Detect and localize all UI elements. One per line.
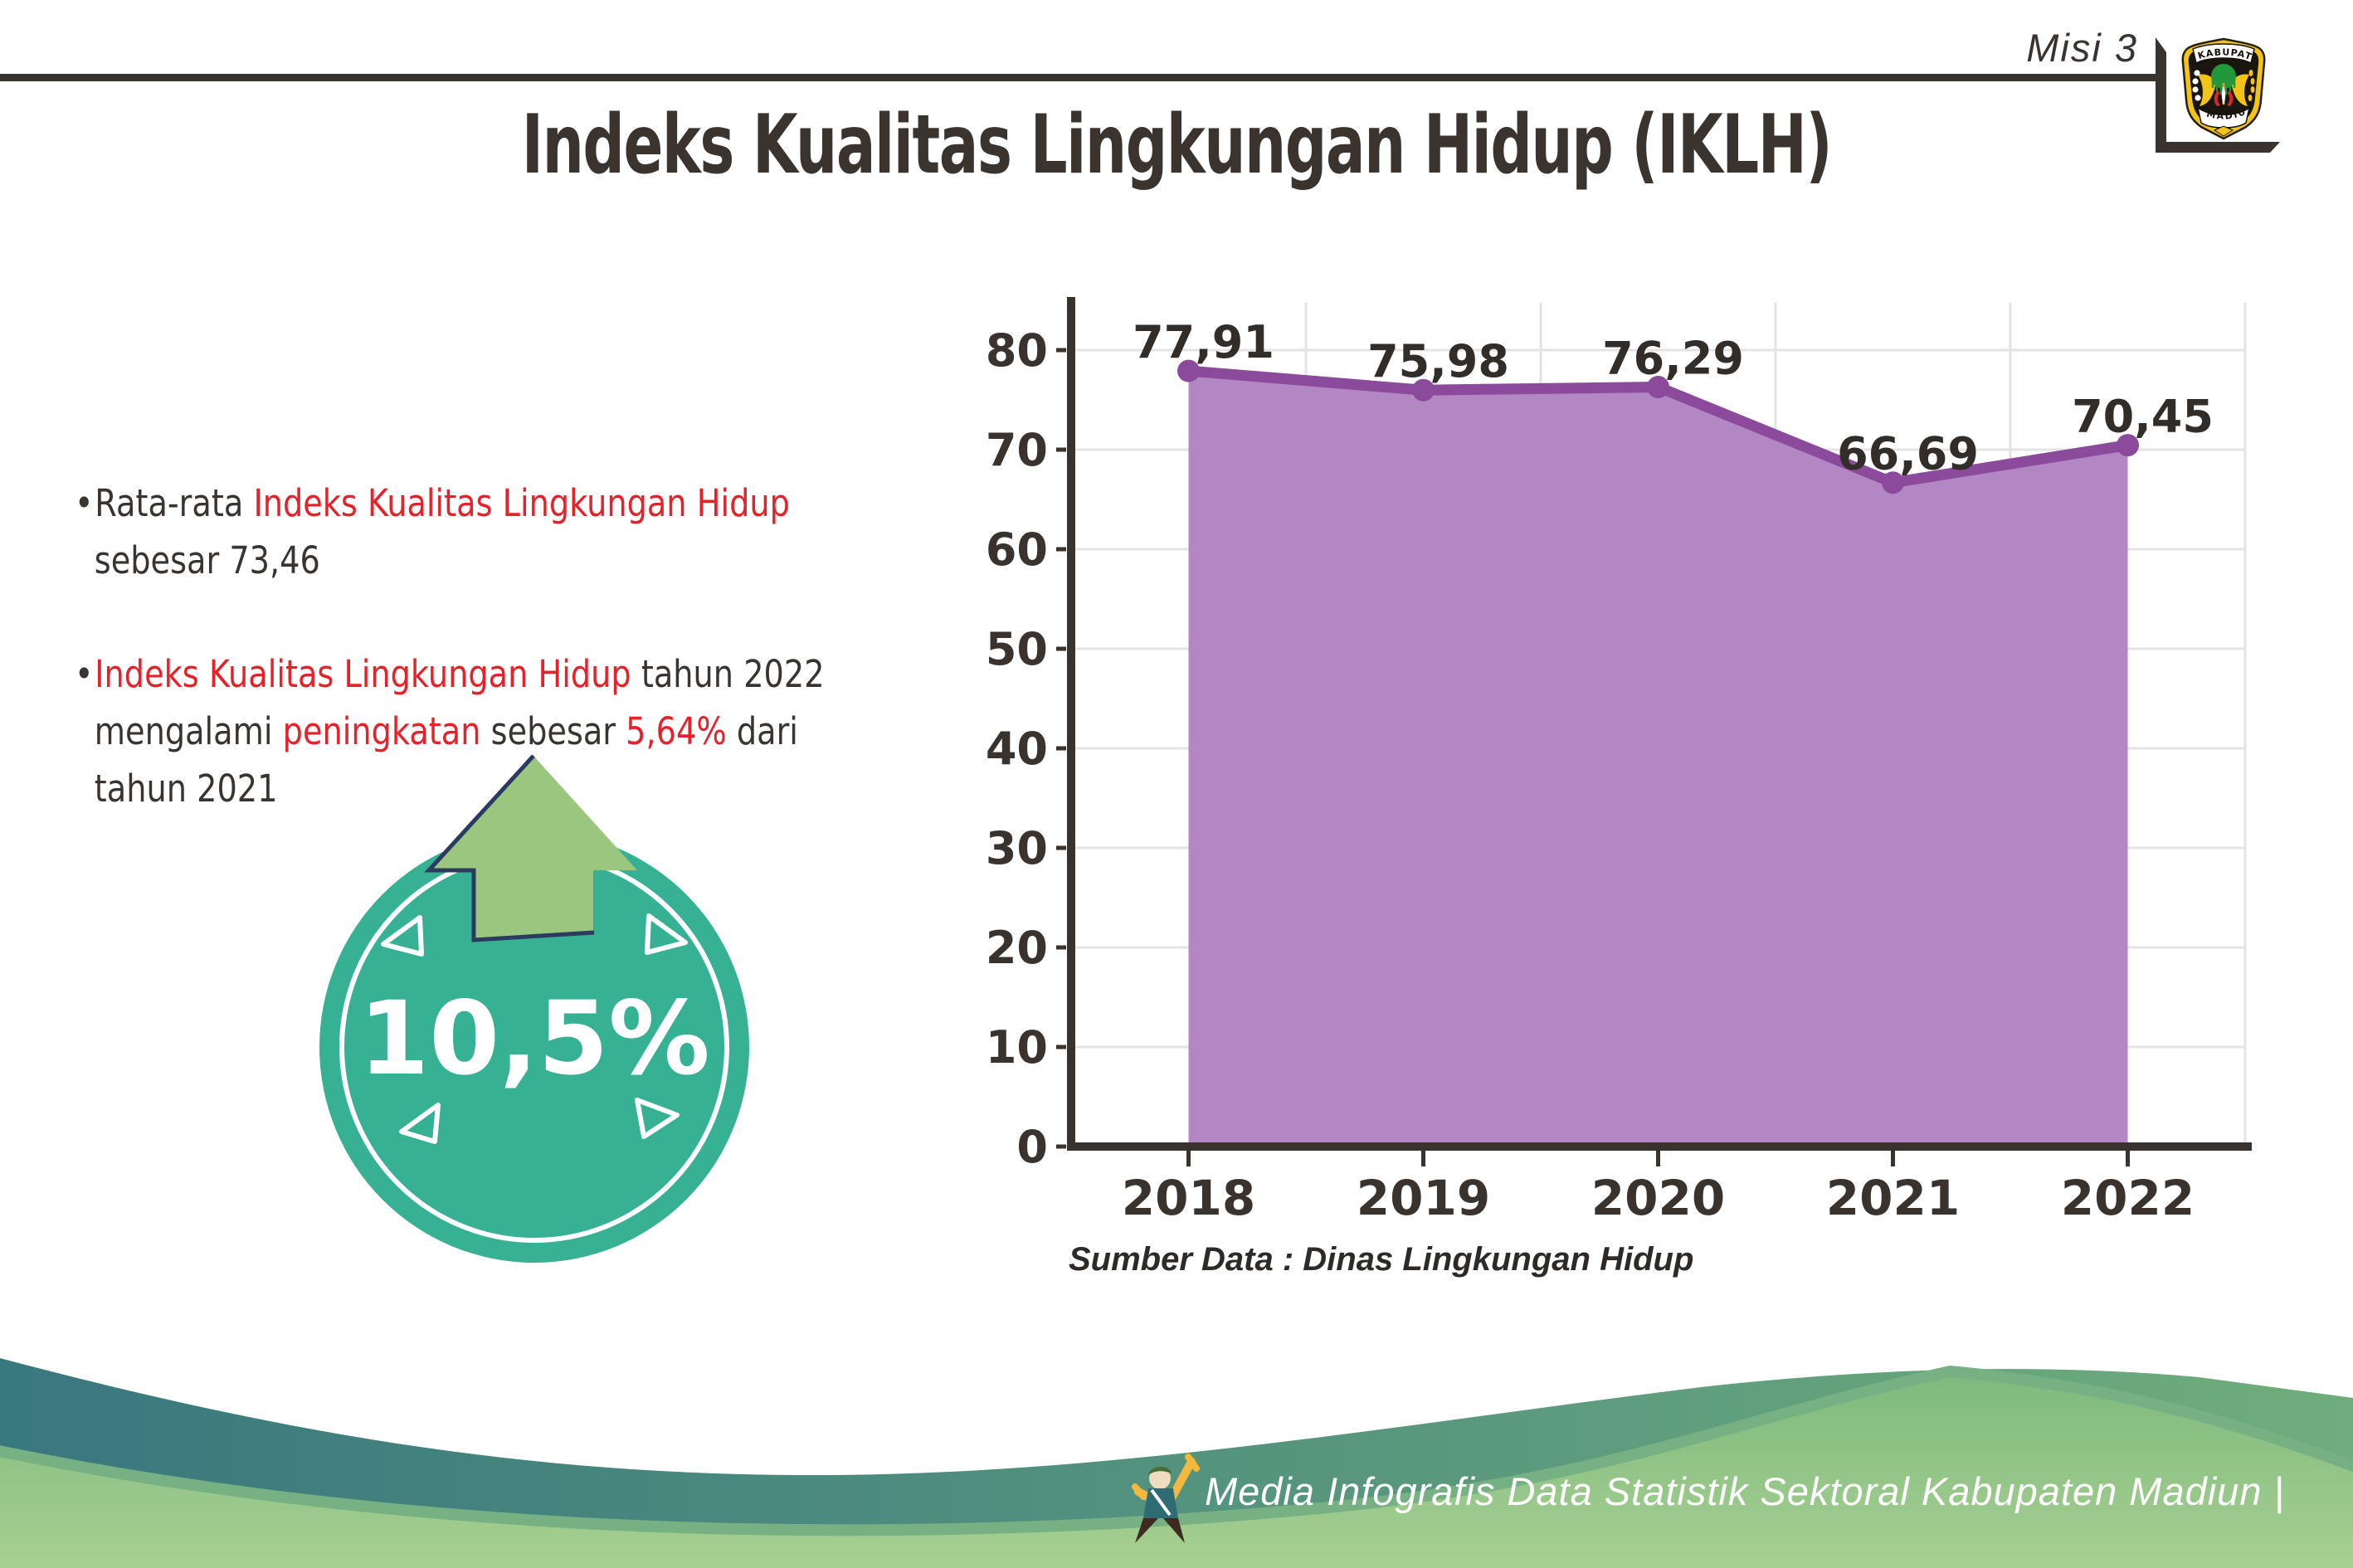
x-tick-label: 2018 bbox=[1122, 1170, 1255, 1226]
footer-credit: Media Infografis Data Statistik Sektoral… bbox=[1205, 1469, 2285, 1513]
kabupaten-madiun-logo: KABUPATEN MADIUN bbox=[2178, 37, 2266, 140]
data-label: 66,69 bbox=[1837, 428, 1979, 480]
y-tick-label: 50 bbox=[986, 623, 1048, 675]
data-point bbox=[1412, 378, 1435, 402]
y-tick-label: 30 bbox=[986, 822, 1048, 874]
bullet-marker: • bbox=[75, 481, 94, 525]
x-tick-label: 2019 bbox=[1357, 1170, 1490, 1226]
bullet-item: •Rata-rata Indeks Kualitas Lingkungan Hi… bbox=[75, 481, 790, 582]
data-label: 75,98 bbox=[1367, 335, 1509, 387]
iklh-area-chart: 0 10 20 30 40 50 60 70 80 2018 2019 2020 2021 2022 77,… bbox=[986, 297, 2252, 1226]
data-point bbox=[1882, 471, 1904, 494]
bullet-marker: • bbox=[75, 652, 94, 696]
wing-left-icon bbox=[2198, 74, 2216, 106]
badge-circle bbox=[319, 831, 749, 1263]
data-label: 70,45 bbox=[2072, 391, 2214, 443]
data-point bbox=[2117, 434, 2139, 457]
y-tick-label: 80 bbox=[986, 324, 1048, 377]
data-label: 77,91 bbox=[1133, 316, 1274, 368]
bullet-item: •Indeks Kualitas Lingkungan Hidup tahun … bbox=[75, 652, 825, 811]
tail-wings-icon bbox=[2213, 125, 2234, 137]
y-tick-label: 10 bbox=[986, 1021, 1048, 1074]
page-title: Indeks Kualitas Lingkungan Hidup (IKLH) bbox=[521, 98, 1833, 192]
increase-badge: 10,5% bbox=[319, 754, 749, 1263]
badge-value: 10,5% bbox=[358, 980, 709, 1098]
x-tick-label: 2020 bbox=[1591, 1170, 1725, 1226]
y-tick-label: 0 bbox=[1016, 1121, 1048, 1173]
sparkle-triangles bbox=[381, 913, 688, 1144]
cotton-icons bbox=[2192, 70, 2201, 101]
data-point bbox=[1177, 359, 1200, 382]
area-fill bbox=[1188, 371, 2128, 1147]
x-tick-label: 2022 bbox=[2061, 1170, 2195, 1226]
data-label: 76,29 bbox=[1602, 333, 1744, 385]
footer-wave bbox=[0, 1358, 2353, 1568]
data-point bbox=[1647, 376, 1669, 399]
chili-icons bbox=[2214, 91, 2234, 106]
tree-icon bbox=[2211, 64, 2236, 105]
mascot-icon bbox=[1132, 1454, 1200, 1543]
y-tick-label: 20 bbox=[986, 922, 1048, 974]
header-rule bbox=[0, 74, 2156, 81]
x-tick-label: 2021 bbox=[1826, 1170, 1960, 1226]
mission-label: Misi 3 bbox=[2026, 26, 2138, 70]
wave-green-dome bbox=[0, 1377, 2353, 1568]
y-tick-label: 60 bbox=[986, 523, 1048, 576]
bullet-list: •Rata-rata Indeks Kualitas Lingkungan Hi… bbox=[75, 475, 893, 874]
up-arrow-outline bbox=[424, 754, 595, 942]
y-tick-label: 40 bbox=[986, 723, 1048, 775]
source-note: Sumber Data : Dinas Lingkungan Hidup bbox=[1069, 1241, 1694, 1278]
y-tick-label: 70 bbox=[986, 424, 1048, 476]
up-arrow-icon bbox=[429, 756, 637, 940]
banner-top bbox=[2192, 43, 2255, 65]
banner-bottom bbox=[2196, 106, 2251, 129]
rice-icons bbox=[2248, 70, 2255, 101]
wing-right-icon bbox=[2231, 74, 2249, 106]
